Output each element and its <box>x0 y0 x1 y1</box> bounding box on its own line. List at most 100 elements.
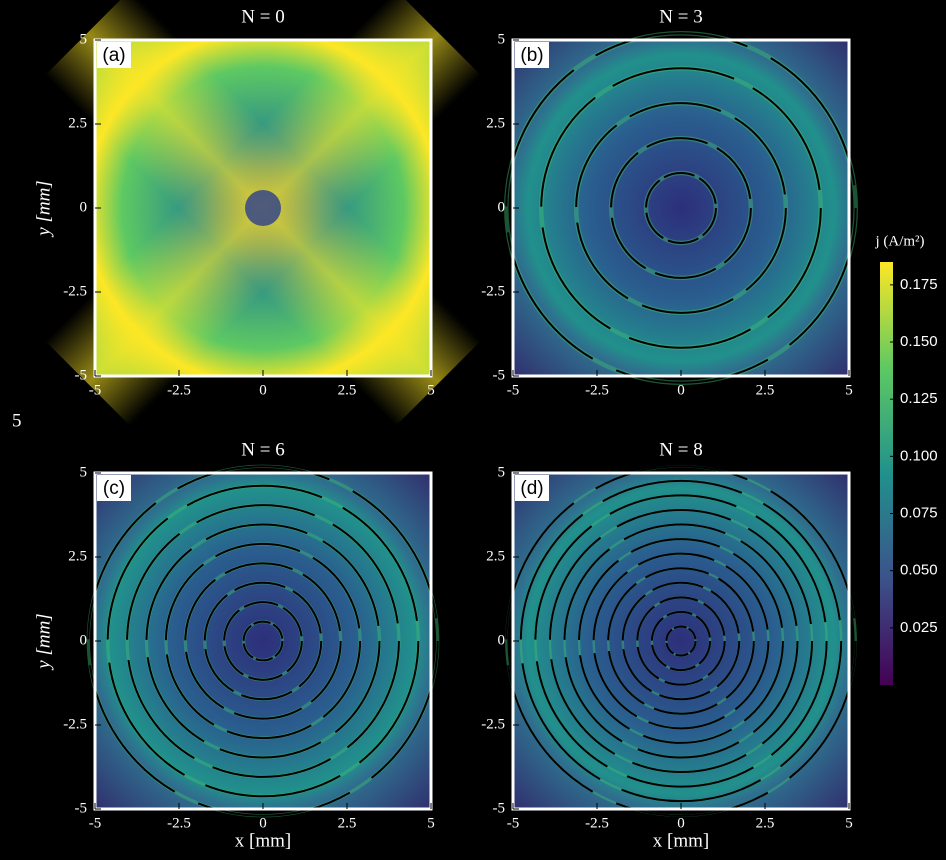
panel-title: N = 6 <box>241 439 284 460</box>
heatmap-field <box>513 473 849 809</box>
y-tick-label: -2.5 <box>481 716 505 732</box>
colorbar-label: j (A/m²) <box>874 233 924 249</box>
panel-label-box <box>515 42 549 68</box>
stray-label: 5 <box>12 410 22 431</box>
ring <box>607 567 755 715</box>
y-tick-label: -5 <box>75 800 88 816</box>
x-tick-label: 2.5 <box>756 815 775 831</box>
heatmap-field <box>95 473 431 809</box>
colorbar-tick-label: 0.125 <box>900 390 938 407</box>
ring <box>645 172 717 244</box>
colorbar-tick-label: 0.025 <box>900 619 938 636</box>
x-tick-label: 5 <box>845 815 853 831</box>
ring-group <box>505 465 857 817</box>
ring <box>87 465 439 817</box>
ring <box>505 465 857 817</box>
x-tick-label: -2.5 <box>167 815 191 831</box>
field-node <box>245 190 281 226</box>
x-tick-label: 5 <box>427 815 435 831</box>
x-tick-label: 5 <box>845 382 853 398</box>
ring <box>106 484 420 798</box>
y-tick-label: 2.5 <box>68 548 87 564</box>
x-tick-label: 2.5 <box>338 815 357 831</box>
y-tick-label: -2.5 <box>63 283 87 299</box>
y-tick-label: -5 <box>493 367 506 383</box>
y-tick-label: 2.5 <box>68 115 87 131</box>
y-tick-label: -5 <box>493 800 506 816</box>
y-tick-label: 0 <box>80 199 88 215</box>
ring <box>242 620 284 662</box>
panel-label: (d) <box>520 478 543 499</box>
y-tick-label: 5 <box>80 31 88 47</box>
heatmap-field <box>513 40 849 376</box>
panel-title: N = 8 <box>659 439 702 460</box>
ring <box>505 32 857 384</box>
y-tick-label: 5 <box>498 464 506 480</box>
panel-label-box <box>515 475 549 501</box>
y-tick-label: -2.5 <box>481 283 505 299</box>
x-tick-label: -2.5 <box>585 815 609 831</box>
x-tick-label: 0 <box>677 815 685 831</box>
x-tick-label: 0 <box>677 382 685 398</box>
panel-label: (c) <box>103 478 125 499</box>
ring <box>223 601 303 681</box>
y-tick-label: 5 <box>80 464 88 480</box>
panel-title: N = 0 <box>241 6 284 27</box>
x-tick-label: 0 <box>259 382 267 398</box>
x-tick-label: -2.5 <box>167 382 191 398</box>
x-axis-label: x [mm] <box>235 830 291 851</box>
y-tick-label: 0 <box>498 199 506 215</box>
x-tick-label: -2.5 <box>585 382 609 398</box>
ring <box>126 504 400 778</box>
ring <box>610 137 752 279</box>
ring <box>534 494 828 788</box>
y-axis-label: y [mm] <box>33 613 54 670</box>
x-tick-label: -5 <box>507 382 520 398</box>
ring-group <box>504 31 858 385</box>
panel-label-box <box>97 475 131 501</box>
y-axis-label: y [mm] <box>33 180 54 237</box>
ring <box>145 523 381 759</box>
ring <box>519 479 843 803</box>
colorbar-tick-label: 0.100 <box>900 447 938 464</box>
x-tick-label: -5 <box>89 815 102 831</box>
panel-title: N = 3 <box>659 6 702 27</box>
colorbar-tick-label: 0.075 <box>900 504 938 521</box>
x-tick-label: 5 <box>427 382 435 398</box>
ring <box>540 67 822 349</box>
panel-label: (a) <box>102 45 125 66</box>
panel-label-box <box>97 42 131 68</box>
y-tick-label: 0 <box>80 632 88 648</box>
ring <box>665 625 697 657</box>
x-axis-label: x [mm] <box>653 830 709 851</box>
y-tick-label: 2.5 <box>486 115 505 131</box>
colorbar-tick-label: 0.150 <box>900 333 938 350</box>
y-tick-label: 0 <box>498 632 506 648</box>
ring <box>548 508 814 774</box>
y-tick-label: 2.5 <box>486 548 505 564</box>
ring <box>578 538 784 744</box>
ring <box>164 542 362 740</box>
colorbar <box>880 262 893 685</box>
colorbar-tick-label: 0.050 <box>900 562 938 579</box>
ring <box>575 102 787 314</box>
x-tick-label: 2.5 <box>756 382 775 398</box>
ring <box>650 610 712 672</box>
y-tick-label: -5 <box>75 367 88 383</box>
y-tick-label: -2.5 <box>63 716 87 732</box>
ring <box>563 523 799 759</box>
x-tick-label: -5 <box>89 382 102 398</box>
colorbar-tick-label: 0.175 <box>900 276 938 293</box>
ring <box>636 596 726 686</box>
y-tick-label: 5 <box>498 31 506 47</box>
panel-label: (b) <box>520 45 543 66</box>
x-tick-label: 2.5 <box>338 382 357 398</box>
x-tick-label: -5 <box>507 815 520 831</box>
ring <box>621 581 741 701</box>
ring-group <box>86 464 440 818</box>
ring <box>592 552 770 730</box>
ring <box>203 581 323 701</box>
ring <box>184 562 342 720</box>
x-tick-label: 0 <box>259 815 267 831</box>
